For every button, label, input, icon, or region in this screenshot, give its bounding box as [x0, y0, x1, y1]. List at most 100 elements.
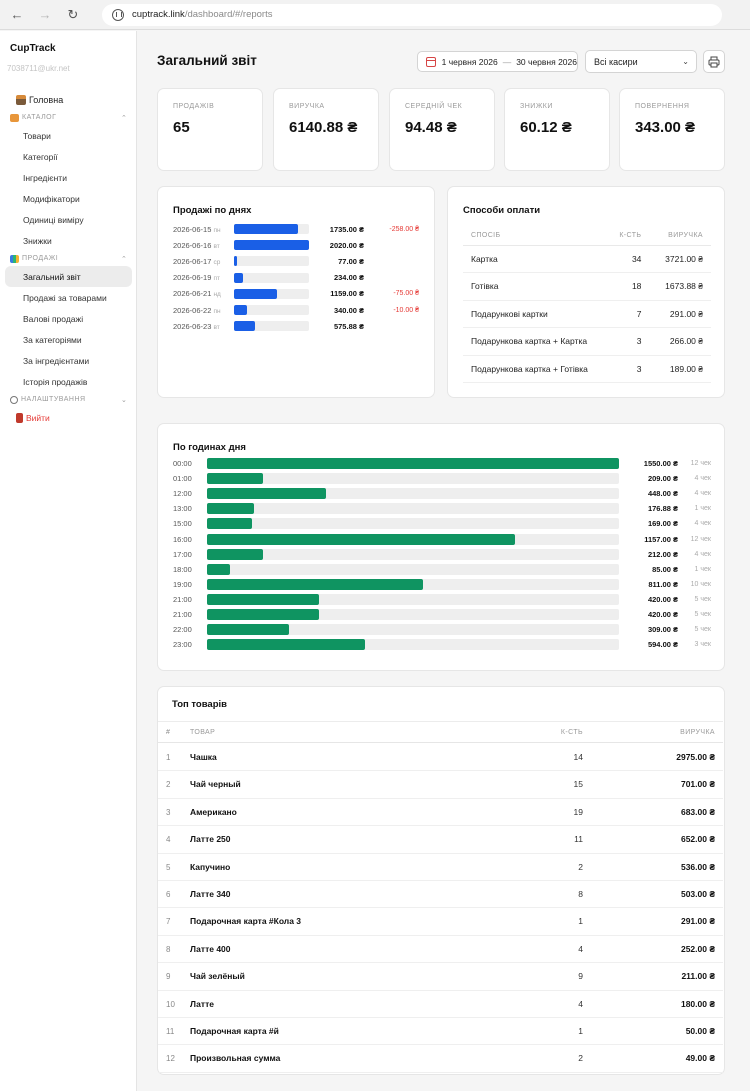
product-qty: 19	[573, 806, 583, 817]
reload-icon[interactable]: ↻	[67, 6, 79, 22]
section-label: НАЛАШТУВАННЯ	[21, 396, 86, 403]
table-row: 5 Капучино 2 536.00 ₴	[158, 854, 723, 881]
hourly-amount: 85.00 ₴	[652, 564, 678, 574]
table-row: 6 Латте 340 8 503.00 ₴	[158, 881, 723, 909]
sidebar-item-sales[interactable]: Історія продажів	[0, 371, 137, 392]
kpi-card: ЗНИЖКИ 60.12 ₴	[504, 88, 610, 171]
column-header: ТОВАР	[190, 729, 216, 736]
daily-date-value: 2026-06-15	[173, 224, 212, 234]
product-revenue: 211.00 ₴	[681, 971, 715, 982]
hourly-bar-track	[207, 488, 619, 500]
hourly-count: 1 чек	[694, 565, 711, 573]
site-info-icon[interactable]	[112, 8, 124, 21]
product-name: Чай черный	[190, 779, 241, 790]
product-rank: 8	[166, 944, 171, 954]
product-revenue: 536.00 ₴	[680, 861, 715, 872]
gear-icon	[10, 395, 18, 404]
hourly-hour: 23:00	[173, 640, 192, 650]
sidebar-item-label: За інгредієнтами	[23, 355, 90, 366]
sidebar-section-settings[interactable]: НАЛАШТУВАННЯ ⌄	[0, 392, 137, 407]
print-button[interactable]	[703, 50, 725, 73]
chevron-down-icon: ⌄	[121, 396, 128, 404]
hourly-sales-title: По годинах дня	[173, 442, 246, 453]
logout-button[interactable]: Вийти	[0, 407, 137, 428]
sidebar-section-sales[interactable]: ПРОДАЖІ ⌃	[0, 251, 137, 266]
sidebar-item-sales[interactable]: Загальний звіт	[5, 266, 132, 287]
product-rank: 1	[166, 753, 171, 762]
daily-return: -75.00 ₴	[393, 290, 419, 298]
sidebar-item-sales[interactable]: Валові продажі	[0, 308, 137, 329]
daily-bar-track	[234, 224, 309, 234]
sidebar-item-sales[interactable]: За категоріями	[0, 329, 137, 350]
hourly-hour: 22:00	[173, 625, 192, 635]
hourly-bar-track	[207, 578, 619, 590]
kpi-label: ПРОДАЖІВ	[173, 103, 215, 110]
hourly-hour: 21:00	[173, 610, 192, 619]
hourly-amount: 1157.00 ₴	[644, 534, 678, 544]
product-revenue: 180.00 ₴	[680, 998, 715, 1009]
daily-amount: 1735.00 ₴	[329, 224, 364, 234]
column-header: К-СТЬ	[560, 729, 583, 736]
daily-row: 2026-06-21 нд 1159.00 ₴ -75.00 ₴	[173, 287, 433, 301]
sidebar-item-sales[interactable]: Продажі за товарами	[0, 287, 137, 308]
sidebar-section-catalog[interactable]: КАТАЛОГ ⌃	[0, 110, 137, 125]
daily-amount: 2020.00 ₴	[329, 240, 364, 250]
kpi-label: СЕРЕДНІЙ ЧЕК	[405, 103, 463, 110]
sidebar: CupTrack 7038711@ukr.net Головна КАТАЛОГ…	[0, 31, 137, 1091]
hourly-bar	[207, 533, 515, 545]
daily-date-value: 2026-06-16	[173, 240, 212, 250]
product-rank: 9	[166, 972, 171, 982]
sidebar-item-label: Товари	[23, 130, 51, 141]
table-row: 7 Подарочная карта #Кола 3 1 291.00 ₴	[158, 908, 723, 936]
sidebar-item-home[interactable]: Головна	[0, 89, 137, 110]
daily-weekday: пт	[213, 275, 220, 283]
hourly-hour: 00:00	[173, 459, 192, 468]
back-icon[interactable]: ←	[10, 7, 24, 22]
product-name: Подарочная карта #й	[190, 1026, 279, 1036]
sidebar-item-sales[interactable]: За інгредієнтами	[0, 350, 137, 371]
hourly-hour: 01:00	[173, 474, 192, 484]
kpi-value: 65	[173, 119, 190, 136]
hourly-bar	[207, 609, 319, 620]
daily-row: 2026-06-15 пн 1735.00 ₴ -258.00 ₴	[173, 222, 433, 236]
hourly-amount: 420.00 ₴	[647, 610, 678, 619]
product-name: Латте 250	[190, 834, 231, 845]
date-range-picker[interactable]: 1 червня 2026 — 30 червня 2026	[417, 51, 578, 72]
address-bar[interactable]: cuptrack.link/dashboard/#/reports	[102, 3, 722, 26]
sidebar-item-catalog[interactable]: Інгредієнти	[0, 167, 137, 188]
printer-icon	[708, 56, 720, 67]
cashier-select-value: Всі касири	[594, 56, 638, 67]
hourly-bar	[207, 548, 264, 560]
section-label: ПРОДАЖІ	[22, 255, 59, 262]
user-email: 7038711@ukr.net	[7, 64, 70, 73]
sidebar-item-label: Одиниці виміру	[23, 214, 84, 225]
sidebar-item-catalog[interactable]: Одиниці виміру	[0, 209, 137, 230]
hourly-amount: 169.00 ₴	[647, 519, 678, 529]
daily-date-value: 2026-06-22	[173, 305, 212, 315]
product-revenue: 50.00 ₴	[685, 1026, 715, 1036]
kpi-card: ПОВЕРНЕННЯ 343.00 ₴	[619, 88, 725, 171]
cashier-select[interactable]: Всі касири ⌄	[585, 50, 697, 73]
sidebar-item-label: Головна	[29, 94, 64, 105]
forward-icon[interactable]: →	[38, 7, 52, 22]
kpi-label: ЗНИЖКИ	[520, 103, 553, 110]
hourly-count: 4 чек	[694, 520, 711, 528]
hourly-bar-track	[207, 639, 619, 651]
sidebar-item-label: Знижки	[23, 235, 52, 246]
sidebar-item-catalog[interactable]: Модифікатори	[0, 188, 137, 209]
hourly-bar	[207, 624, 290, 636]
sidebar-item-catalog[interactable]: Товари	[0, 125, 137, 146]
payment-methods-table: СПОСІБ К-СТЬ ВИРУЧКА Картка 34 3721.00 ₴ Го…	[463, 227, 711, 383]
daily-date-value: 2026-06-19	[173, 273, 212, 283]
daily-date: 2026-06-22 пн	[173, 306, 233, 315]
brand-logo[interactable]: CupTrack	[10, 43, 56, 54]
table-row: 1 Чашка 14 2975.00 ₴	[158, 744, 723, 772]
daily-weekday: пн	[213, 307, 221, 315]
sidebar-item-catalog[interactable]: Знижки	[0, 230, 137, 251]
home-icon	[16, 94, 26, 105]
product-qty: 2	[578, 1053, 583, 1064]
hourly-bar	[207, 593, 319, 605]
hourly-count: 4 чек	[694, 475, 711, 483]
sidebar-item-catalog[interactable]: Категорії	[0, 146, 137, 167]
hourly-amount: 212.00 ₴	[647, 549, 678, 559]
